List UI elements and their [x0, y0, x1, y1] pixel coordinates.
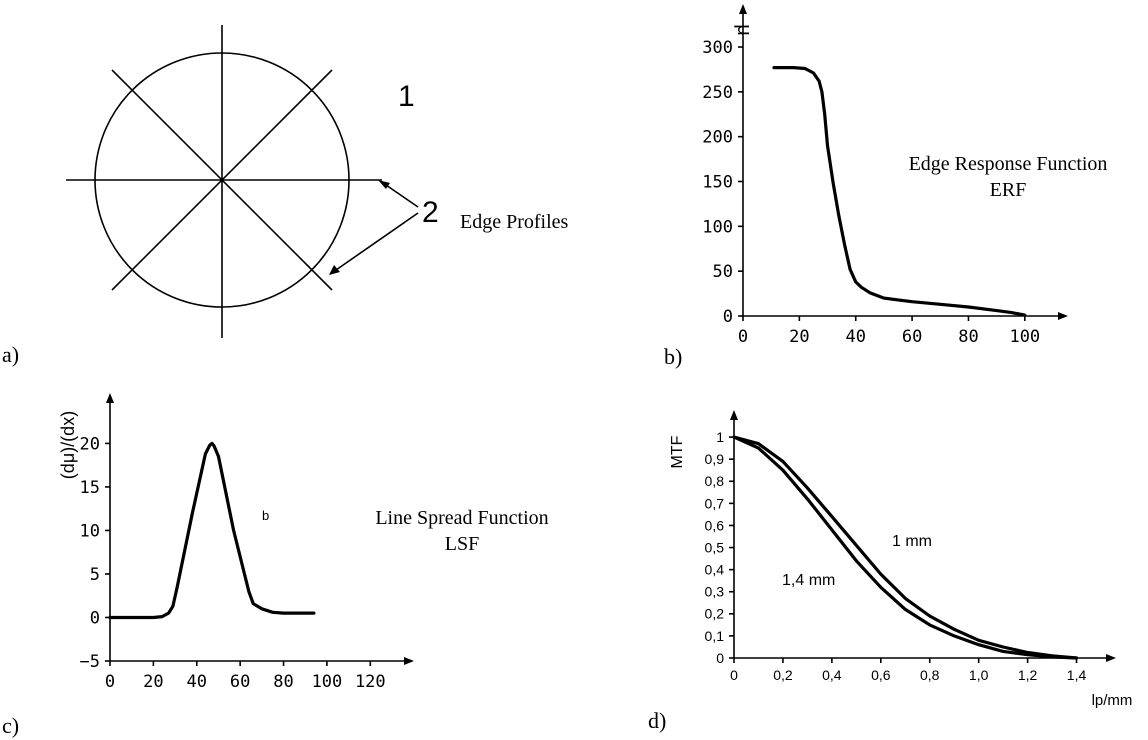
x-axis-arrowhead [1058, 312, 1068, 320]
x-tick-label: 100 [312, 672, 343, 692]
series-line-1 [732, 435, 1079, 660]
x-tick-label: 20 [143, 672, 163, 692]
x-tick-label: 0 [105, 672, 115, 692]
pointer-arrowhead-upper [378, 180, 390, 189]
y-axis-label: μ [733, 24, 755, 36]
y-tick-label: 0,5 [705, 539, 725, 555]
y-tick-label: 50 [713, 262, 733, 282]
x-tick-label: 80 [958, 327, 978, 347]
erf-annotation-line1: Edge Response Function [909, 153, 1108, 175]
lsf-annotation-line2: LSF [445, 533, 479, 555]
erf-annotation-line2: ERF [990, 179, 1027, 201]
y-tick-label: 0,8 [705, 473, 725, 489]
y-tick-label: 300 [702, 38, 733, 58]
panel-d-mtf-chart: 0 0,2 0,4 0,6 0,8 1,0 1,2 1,4 0 0,1 0,2 0,3 0,4 0,5 0,… [669, 410, 1132, 709]
x-tick-label: 40 [845, 327, 865, 347]
pointer-line-upper [385, 184, 419, 208]
y-axis-label: MTF [669, 435, 686, 468]
y-tick-label: −5 [80, 652, 100, 672]
x-tick-label: 120 [355, 672, 386, 692]
y-tick-label: 100 [702, 217, 733, 237]
lsf-marker-b: b [262, 508, 269, 523]
y-tick-label: 0,3 [705, 584, 725, 600]
x-tick-label: 40 [187, 672, 207, 692]
x-tick-label: 0,4 [822, 667, 842, 683]
y-tick-label: 0 [723, 307, 733, 327]
x-tick-label: 1,2 [1018, 667, 1038, 683]
y-axis-arrowhead [730, 410, 738, 420]
y-axis-label: (dμ)/(dx) [58, 411, 78, 479]
x-axis-arrowhead [404, 657, 414, 665]
panel-b-tag: b) [664, 344, 682, 369]
y-tick-label: 0,6 [705, 517, 725, 533]
series-line-2 [732, 435, 1079, 660]
label-number-2: 2 [422, 196, 439, 229]
x-tick-label: 1,4 [1067, 667, 1087, 683]
y-tick-label: 0 [90, 608, 100, 628]
y-axis-arrowhead [739, 4, 747, 14]
edge-profiles-label: Edge Profiles [460, 211, 569, 233]
x-axis-label: lp/mm [1092, 692, 1133, 709]
series-line-1 [772, 65, 1027, 317]
x-tick-label: 60 [230, 672, 250, 692]
panel-a-tag: a) [2, 342, 19, 367]
x-axis-arrowhead [1106, 654, 1116, 662]
x-tick-label: 0 [738, 327, 748, 347]
y-tick-label: 150 [702, 172, 733, 192]
x-tick-label: 0,2 [773, 667, 793, 683]
x-tick-label: 20 [789, 327, 809, 347]
panel-a-edge-profiles-diagram: 1 2 Edge Profiles a) [2, 25, 569, 367]
y-tick-label: 0,9 [705, 451, 725, 467]
x-tick-label: 80 [273, 672, 293, 692]
y-tick-label: 20 [80, 434, 100, 454]
series-label-1-4mm: 1,4 mm [782, 572, 835, 589]
profile-line-diagonal-up [111, 69, 333, 291]
y-tick-label: 10 [80, 521, 100, 541]
y-tick-label: 0 [716, 650, 724, 666]
series-label-1mm: 1 mm [892, 533, 932, 550]
x-tick-label: 100 [1009, 327, 1040, 347]
y-tick-label: 200 [702, 128, 733, 148]
y-tick-label: 15 [80, 478, 100, 498]
x-tick-label: 0,8 [920, 667, 940, 683]
pointer-arrowhead-lower [329, 265, 340, 275]
x-tick-label: 0,6 [871, 667, 891, 683]
x-tick-label: 0 [730, 667, 738, 683]
y-tick-label: 5 [90, 565, 100, 585]
y-tick-label: 0,1 [705, 628, 725, 644]
label-number-1: 1 [398, 80, 415, 113]
panel-d-tag: d) [648, 708, 666, 733]
lsf-annotation-line1: Line Spread Function [375, 507, 548, 529]
panel-c-tag: c) [2, 713, 19, 738]
x-tick-label: 1,0 [969, 667, 989, 683]
x-tick-label: 60 [902, 327, 922, 347]
y-axis-arrowhead [106, 393, 114, 403]
pointer-line-lower [335, 212, 419, 271]
y-tick-label: 0,4 [705, 562, 725, 578]
y-tick-label: 1 [716, 429, 724, 445]
y-tick-label: 250 [702, 83, 733, 103]
y-tick-label: 0,2 [705, 606, 725, 622]
series-line-1 [108, 441, 316, 620]
y-tick-label: 0,7 [705, 495, 725, 511]
